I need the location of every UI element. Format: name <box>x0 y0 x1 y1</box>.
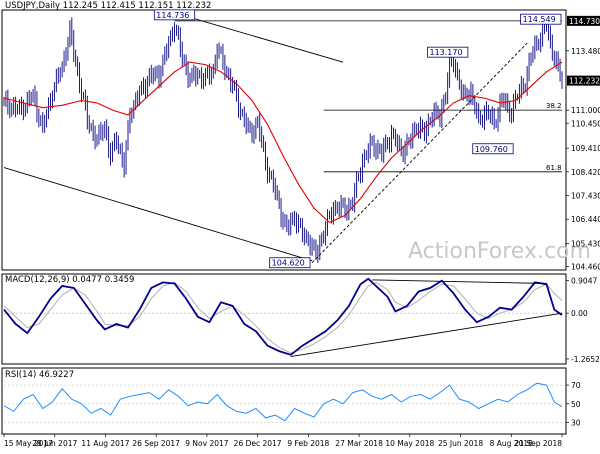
price-tick-label: 105.430 <box>571 239 600 248</box>
price-tick-label: 109.410 <box>571 144 600 153</box>
price-annotation-label: 114.736 <box>156 11 189 20</box>
rsi-tick-label: 30 <box>571 419 581 428</box>
price-tick-label: 104.460 <box>571 263 600 272</box>
current-price-label: 112.232 <box>569 77 600 86</box>
price-annotation-box <box>269 257 311 269</box>
current-price-tag <box>567 75 600 86</box>
price-tick-label: 113.480 <box>571 47 600 56</box>
date-tick-label: 26 Sep 2017 <box>132 439 180 448</box>
date-tick-label: 21 Sep 2018 <box>514 439 562 448</box>
price-layer: 114.736 113.170 114.549 109.760 104.620 38.2 6… <box>3 9 563 269</box>
date-tick-label: 8 Aug 2018 <box>490 439 533 448</box>
channel-line <box>187 16 344 63</box>
macd-tick-label: -1.2652 <box>571 355 600 364</box>
price-annotation-label: 109.760 <box>475 145 508 154</box>
macd-tick-label: 0.9047 <box>571 276 597 285</box>
price-annotation-box <box>427 46 469 58</box>
fib-label: 61.8 <box>546 164 562 172</box>
price-annotation-label: 113.170 <box>429 48 462 57</box>
price-annotation-box <box>153 9 196 21</box>
rsi-panel-frame <box>1 367 567 435</box>
macd-tick-label: 0.00 <box>571 309 588 318</box>
date-tick-label: 9 Feb 2018 <box>287 439 329 448</box>
axis-layer: 114.730 113.480 112.232 111.000 110.450 109.4… <box>3 15 600 448</box>
date-tick-label: 26 Dec 2017 <box>234 439 282 448</box>
top-price-label: 114.730 <box>569 17 600 26</box>
price-title: USDJPY,Daily 112.245 112.415 112.151 112… <box>5 1 211 11</box>
macd-signal-line <box>3 281 563 354</box>
price-tick-label: 106.440 <box>571 215 600 224</box>
date-tick-label: 28 Jun 2017 <box>32 439 77 448</box>
price-tick-label: 107.430 <box>571 192 600 201</box>
price-panel-frame <box>1 9 567 271</box>
date-tick-label: 11 Aug 2017 <box>81 439 129 448</box>
date-tick-label: 25 Jun 2018 <box>438 439 483 448</box>
macd-trend-line <box>290 312 563 358</box>
macd-panel-frame <box>1 273 567 365</box>
moving-average-line <box>3 61 563 224</box>
price-annotation-label: 114.549 <box>523 15 556 24</box>
price-annotation-label: 104.620 <box>272 259 305 268</box>
trend-line <box>311 42 528 264</box>
rsi-tick-label: 70 <box>571 381 581 390</box>
price-tick-label: 110.450 <box>571 119 600 128</box>
channel-line <box>3 167 313 262</box>
date-tick-label: 10 May 2018 <box>385 439 434 448</box>
date-tick-label: 9 Nov 2017 <box>185 439 228 448</box>
watermark: ActionForex.com <box>408 239 591 264</box>
price-tick-label: 108.420 <box>571 168 600 177</box>
macd-main-line <box>3 277 563 356</box>
rsi-layer <box>3 382 563 423</box>
macd-trend-line <box>372 279 547 284</box>
fib-label: 38.2 <box>546 102 562 110</box>
top-price-tag <box>567 15 600 26</box>
rsi-tick-label: 50 <box>571 400 581 409</box>
price-tick-label: 111.000 <box>571 106 600 115</box>
macd-layer <box>3 277 563 358</box>
price-annotation-box <box>520 13 562 25</box>
date-tick-label: 15 May 2017 <box>4 439 53 448</box>
date-tick-label: 27 Mar 2018 <box>335 439 383 448</box>
rsi-title: RSI(14) 46.9227 <box>5 370 74 380</box>
rsi-line <box>3 382 563 422</box>
price-annotation-box <box>472 143 514 155</box>
macd-title: MACD(12,26,9) 0.0477 0.3459 <box>5 275 134 285</box>
